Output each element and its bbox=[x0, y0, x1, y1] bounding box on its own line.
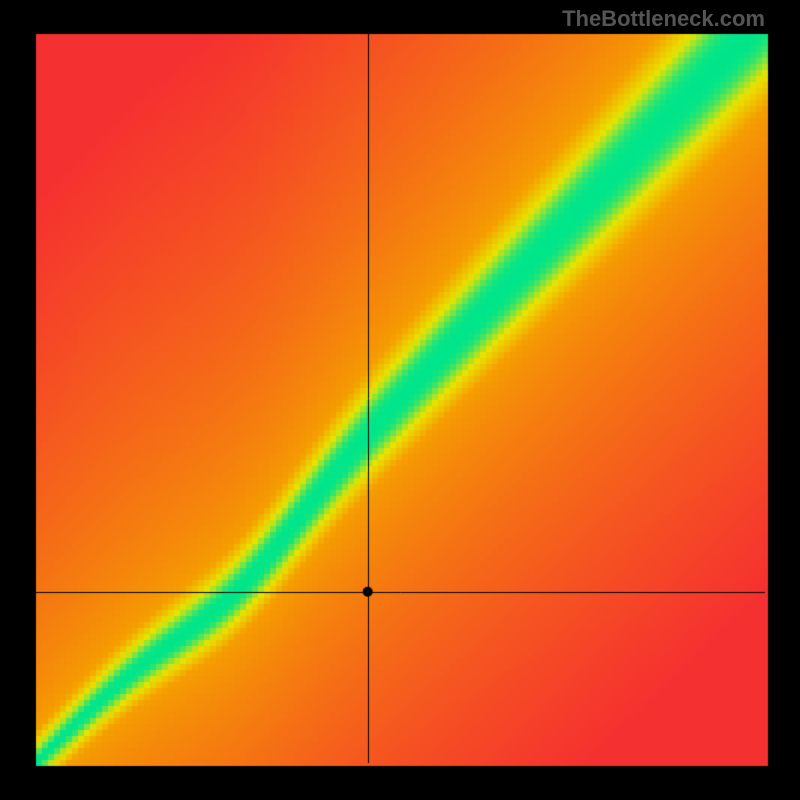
watermark-text: TheBottleneck.com bbox=[562, 6, 765, 32]
chart-container: TheBottleneck.com bbox=[0, 0, 800, 800]
heatmap-canvas bbox=[0, 0, 800, 800]
